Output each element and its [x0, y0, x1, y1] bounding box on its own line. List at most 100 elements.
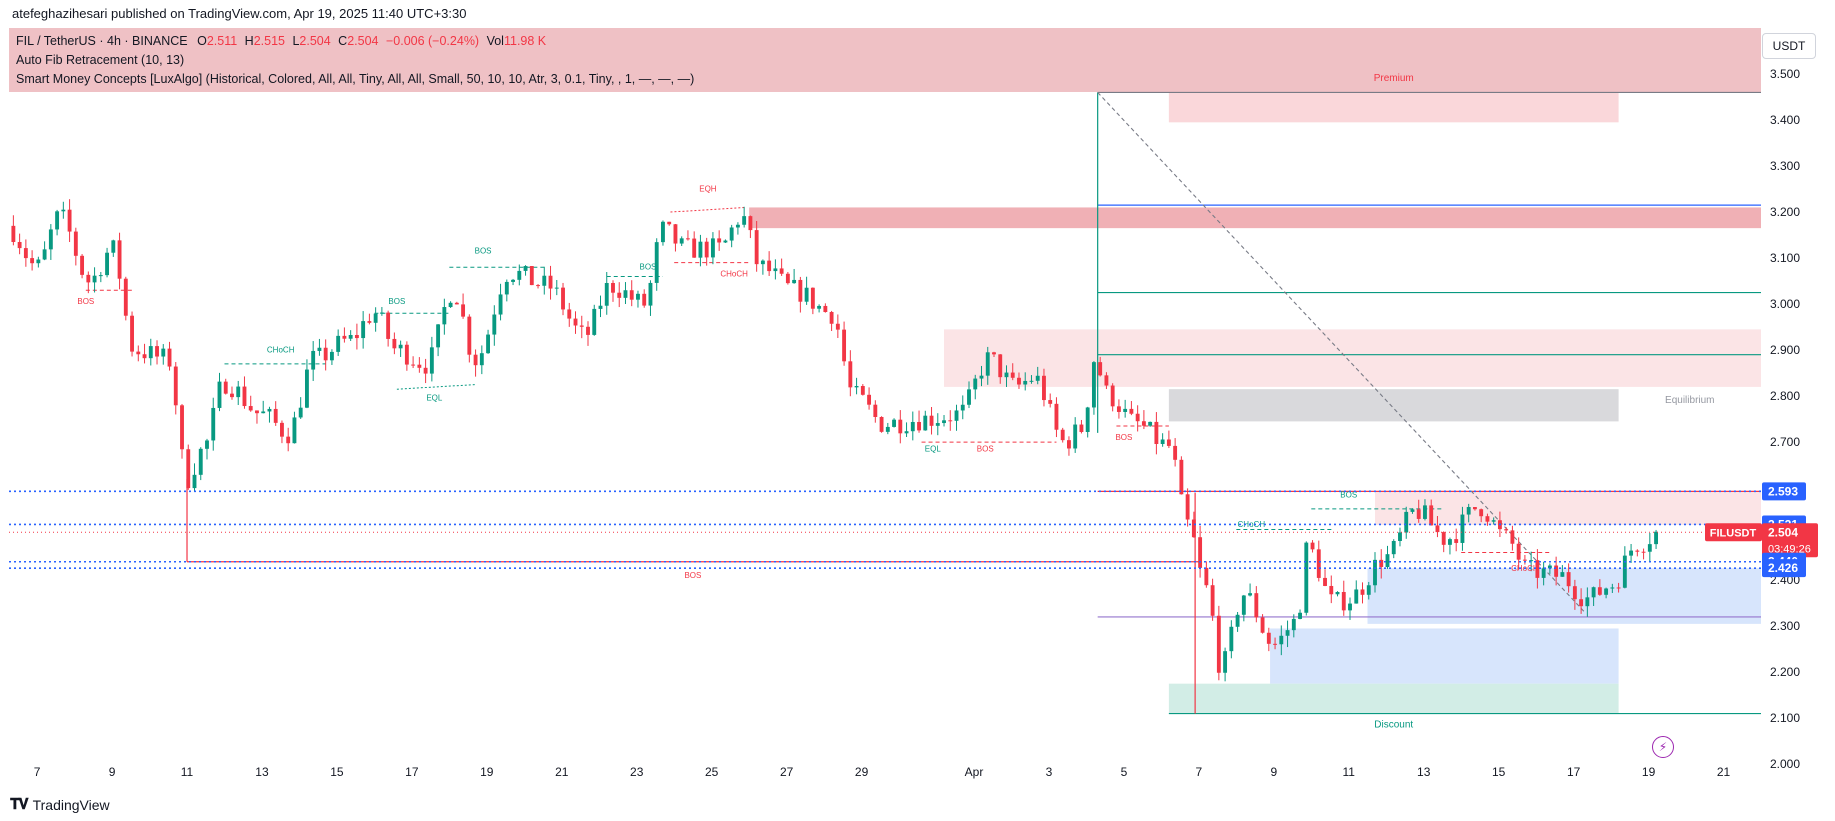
- candle-body-188: [1185, 494, 1190, 520]
- candle-body-106: [673, 224, 678, 244]
- candle-body-102: [648, 282, 653, 306]
- candle-body-83: [529, 266, 534, 286]
- candle-body-140: [885, 426, 890, 432]
- candle-body-96: [611, 282, 615, 293]
- legend-close-value: 2.504: [347, 34, 379, 48]
- candle-body-26: [173, 366, 178, 406]
- x-tick-20: 17: [1567, 765, 1581, 779]
- legend-indicator-fib[interactable]: Auto Fib Retracement (10, 13): [16, 53, 185, 67]
- candle-body-62: [398, 344, 403, 349]
- y-tick-8: 2.800: [1770, 389, 1800, 403]
- candle-body-199: [1254, 593, 1259, 618]
- supply-zone-top: [749, 207, 1761, 229]
- candle-body-25: [167, 348, 172, 367]
- candle-body-132: [835, 323, 840, 330]
- candle-body-232: [1460, 514, 1465, 543]
- x-tick-5: 17: [405, 765, 419, 779]
- tradingview-logo[interactable]: 𝐓𝐕 TradingView: [10, 796, 110, 813]
- candle-body-229: [1441, 532, 1446, 545]
- candle-body-250: [1572, 586, 1577, 600]
- candle-body-76: [486, 334, 491, 354]
- candle-body-99: [629, 290, 634, 300]
- candle-body-119: [754, 230, 759, 265]
- chart-label-1: Equilibrium: [1665, 395, 1714, 406]
- candle-body-112: [710, 238, 715, 258]
- candle-body-40: [261, 411, 266, 414]
- candle-body-82: [523, 266, 528, 271]
- candle-body-27: [180, 405, 184, 450]
- candle-body-142: [898, 419, 903, 434]
- candle-body-258: [1622, 555, 1627, 588]
- candle-body-160: [1010, 372, 1015, 378]
- candle-body-182: [1148, 421, 1153, 426]
- candle-body-52: [336, 335, 341, 352]
- currency-button[interactable]: USDT: [1762, 33, 1816, 59]
- candle-body-66: [423, 367, 428, 374]
- candle-body-261: [1641, 551, 1646, 553]
- tradingview-brand: TradingView: [32, 796, 110, 813]
- candle-body-255: [1604, 588, 1609, 595]
- legend-symbol[interactable]: FIL / TetherUS · 4h · BINANCE: [16, 34, 188, 48]
- eqh-dotted-line: [670, 206, 746, 213]
- candle-body-42: [273, 408, 278, 423]
- chart-label-11: CHoCH: [720, 269, 748, 278]
- chart-label-7: BOS: [475, 246, 492, 255]
- countdown-text: 03:49:26: [1768, 543, 1811, 555]
- supply-zone-low: [1374, 491, 1761, 525]
- candle-body-34: [223, 381, 228, 394]
- candle-body-48: [311, 350, 316, 370]
- bolt-icon[interactable]: ⚡: [1652, 736, 1674, 758]
- time-axis[interactable]: 7 9 11 13 15 17 19 21 23 25 27 29 Apr 3 5 7 9 11 13 15 17 19 2…: [34, 765, 1731, 779]
- chart-label-4: BOS: [77, 297, 94, 306]
- candle-body-79: [504, 281, 509, 295]
- candle-body-256: [1610, 587, 1615, 589]
- candle-body-128: [810, 287, 815, 309]
- y-tick-1: 2.100: [1770, 711, 1800, 725]
- candle-body-147: [929, 415, 934, 426]
- candle-body-69: [442, 307, 447, 325]
- price-axis[interactable]: 2.0002.1002.2002.3002.4002.5002.6002.700…: [1770, 67, 1800, 771]
- candle-body-226: [1423, 505, 1427, 519]
- candle-body-56: [361, 321, 366, 339]
- candle-body-158: [998, 354, 1003, 378]
- y-tick-13: 3.300: [1770, 159, 1800, 173]
- candle-body-95: [604, 282, 609, 306]
- symbol-tag-bg: [1705, 523, 1762, 542]
- candle-body-202: [1273, 643, 1277, 645]
- x-tick-4: 15: [330, 765, 344, 779]
- y-tick-14: 3.400: [1770, 113, 1800, 127]
- price-tag-text-0: 2.593: [1768, 484, 1798, 498]
- candle-body-14: [98, 275, 103, 277]
- candle-body-68: [436, 324, 441, 348]
- candle-body-109: [692, 238, 697, 258]
- candle-body-86: [548, 275, 553, 289]
- zones-layer: [749, 92, 1761, 714]
- candle-body-212: [1335, 591, 1340, 595]
- equilibrium-zone: [1168, 389, 1619, 422]
- candle-body-72: [461, 304, 466, 317]
- x-tick-16: 9: [1270, 765, 1277, 779]
- candle-body-263: [1654, 531, 1659, 545]
- candle-body-33: [217, 381, 222, 408]
- legend-indicator-smc[interactable]: Smart Money Concepts [LuxAlgo] (Historic…: [16, 72, 695, 86]
- y-tick-0: 2.000: [1770, 757, 1800, 771]
- candle-body-115: [729, 227, 734, 241]
- candle-body-81: [517, 270, 522, 280]
- candle-body-104: [661, 221, 665, 243]
- candle-body-209: [1316, 549, 1321, 578]
- current-price-tag-text: 2.504: [1768, 525, 1798, 539]
- candle-body-89: [567, 309, 572, 319]
- candle-body-35: [230, 393, 234, 398]
- x-tick-2: 11: [181, 765, 194, 779]
- candle-body-241: [1516, 543, 1521, 560]
- premium-zone: [1168, 92, 1619, 123]
- candle-body-98: [623, 290, 628, 298]
- candle-body-244: [1535, 560, 1540, 578]
- candle-body-91: [579, 325, 584, 327]
- candle-body-4: [36, 259, 41, 264]
- candle-body-193: [1216, 615, 1221, 673]
- chart-label-16: BOS: [1340, 490, 1357, 499]
- legend-symbol-row[interactable]: FIL / TetherUS · 4h · BINANCE O2.511 H2.…: [16, 32, 694, 51]
- candle-body-85: [542, 275, 547, 286]
